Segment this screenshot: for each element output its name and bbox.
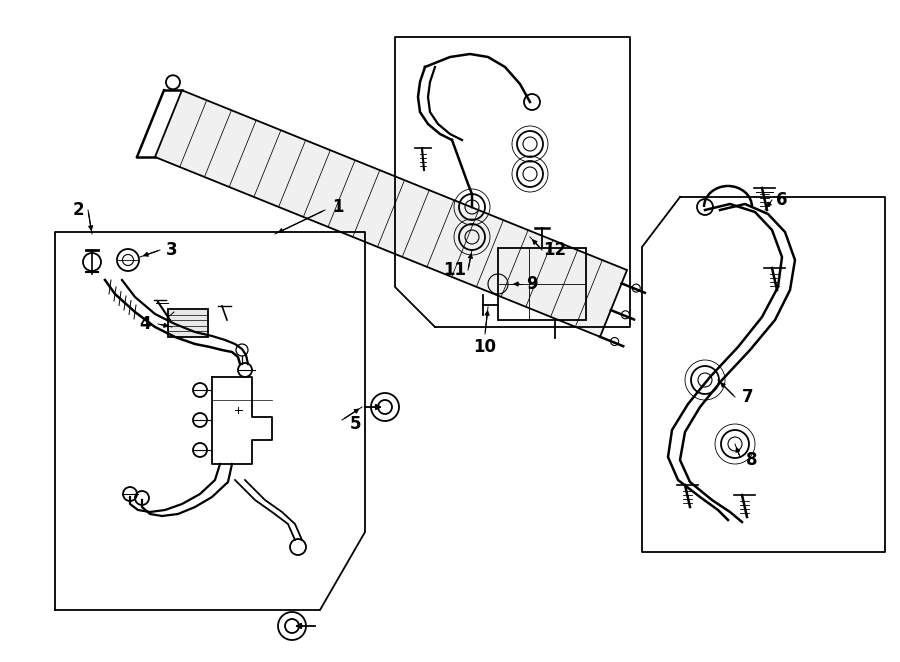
Bar <box>498 248 586 320</box>
Polygon shape <box>155 90 627 337</box>
Text: 9: 9 <box>526 275 538 293</box>
Text: 10: 10 <box>473 338 497 356</box>
Bar <box>168 309 208 337</box>
Text: 11: 11 <box>444 261 466 279</box>
Text: 12: 12 <box>544 241 567 259</box>
Text: 3: 3 <box>166 241 178 259</box>
Text: 4: 4 <box>140 315 151 333</box>
Text: 8: 8 <box>746 451 758 469</box>
Text: 2: 2 <box>72 201 84 219</box>
Text: 1: 1 <box>332 198 344 216</box>
Text: 6: 6 <box>776 191 788 209</box>
Text: 5: 5 <box>349 415 361 433</box>
Text: 7: 7 <box>742 388 754 406</box>
